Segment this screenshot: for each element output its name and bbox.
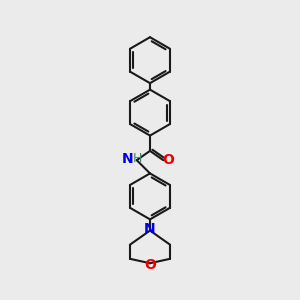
Text: N: N	[144, 222, 156, 236]
Text: O: O	[144, 258, 156, 272]
Text: N: N	[122, 152, 133, 166]
Text: H: H	[133, 152, 142, 166]
Text: O: O	[162, 153, 174, 167]
